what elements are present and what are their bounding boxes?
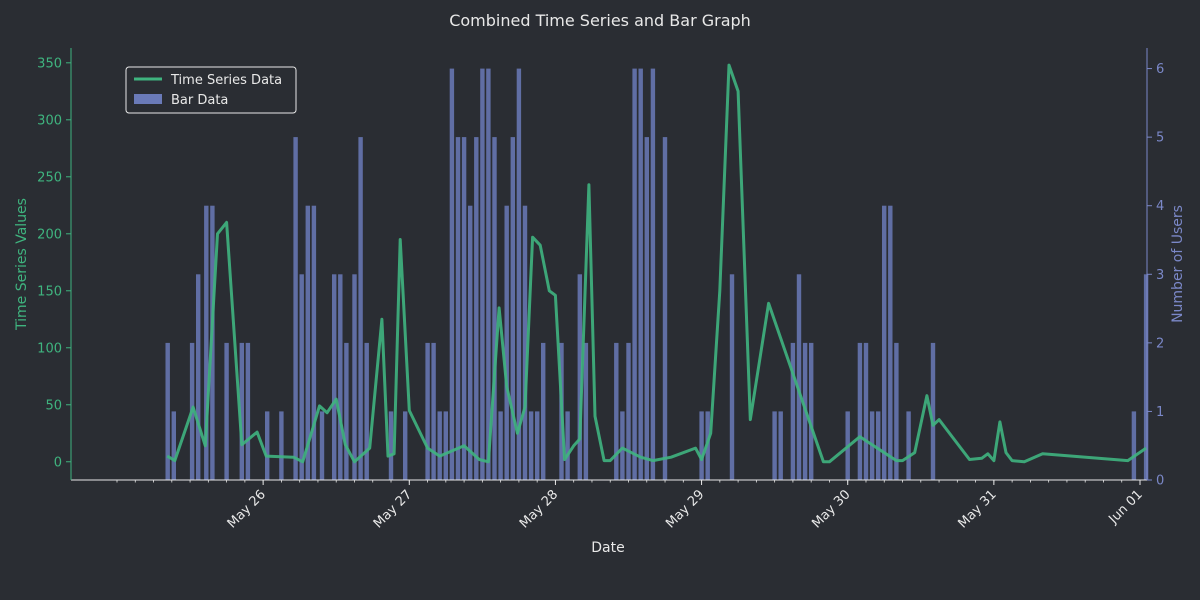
bar [863,342,869,480]
y-left-tick-label: 200 [37,227,62,242]
bar [358,137,363,480]
x-axis-label: Date [591,540,624,556]
bar [790,342,796,480]
legend-label-line: Time Series Data [170,73,282,88]
bar [311,205,317,480]
y-right-tick-label: 4 [1156,199,1164,214]
y-right-tick-label: 5 [1156,131,1164,146]
y-left-tick-label: 300 [37,113,62,128]
bar [565,411,570,480]
bar [583,342,589,480]
series-line [166,63,1147,464]
bar [474,137,479,480]
bar [443,411,448,480]
bar [577,274,582,480]
bar [299,274,304,480]
bar [224,342,229,480]
y-right-tick-label: 2 [1156,336,1164,351]
y-left-tick-label: 250 [37,170,62,185]
bar [165,342,170,480]
bar [480,68,485,480]
bar [510,137,515,480]
y-left-tick-label: 50 [45,398,62,413]
bar [455,137,461,480]
bar [644,137,649,480]
y-left-tick-label: 150 [37,284,62,299]
legend-label-bar: Bar Data [171,93,228,108]
y-right-tick-label: 0 [1156,474,1164,489]
bar [293,137,298,480]
bar [894,342,899,480]
bar [778,411,783,480]
bar [522,205,528,480]
legend: Time Series Data Bar Data [125,66,297,114]
y-right-tick-label: 3 [1156,268,1164,283]
bar [461,137,467,480]
bar [265,411,270,480]
bar [796,274,802,480]
bar [486,68,491,480]
bar [516,68,522,480]
y-left-tick-label: 0 [54,455,62,470]
bar [338,274,343,480]
bar [504,205,509,480]
bar [541,342,546,480]
y-left-tick-label: 100 [37,341,62,356]
bar [699,411,704,480]
bar [332,274,337,480]
bar [498,411,503,480]
bar [1131,411,1137,480]
bar [614,342,619,480]
bar [882,205,887,480]
bar [1143,274,1149,480]
bar [171,411,176,480]
bar [620,411,625,480]
bar [431,342,436,480]
bar [662,137,668,480]
legend-bar-swatch [134,94,162,104]
bar [809,342,814,480]
y-right-tick-label: 6 [1156,62,1164,77]
bar [492,137,497,480]
bar [468,205,473,480]
bar [204,205,209,480]
bar [449,68,455,480]
line-series [166,63,1147,464]
bar [245,342,251,480]
bar [279,411,284,480]
bar [906,411,911,480]
bar [319,411,325,480]
bar [352,274,357,480]
bar [425,342,430,480]
y-axis-right-label: Number of Users [1170,205,1186,323]
y-left-tick-label: 350 [37,56,62,71]
bar [305,205,310,480]
legend-box [125,66,297,114]
bar [857,342,863,480]
bar [772,411,777,480]
bar [403,411,408,480]
bar [388,411,394,480]
bar [344,342,349,480]
bar [528,411,534,480]
bar [535,411,540,480]
y-axis-left-label: Time Series Values [14,198,30,331]
bar [626,342,631,480]
bar [364,342,369,480]
bar-series [165,68,1149,480]
bar [888,205,893,480]
bar [196,274,201,480]
bar [729,274,735,480]
chart-title: Combined Time Series and Bar Graph [449,11,751,30]
bar [650,68,656,480]
bar [239,342,244,480]
bar [437,411,442,480]
bar [930,342,936,480]
bar [638,68,643,480]
bar [876,411,881,480]
bar [632,68,637,480]
y-right-tick-label: 1 [1156,405,1164,420]
